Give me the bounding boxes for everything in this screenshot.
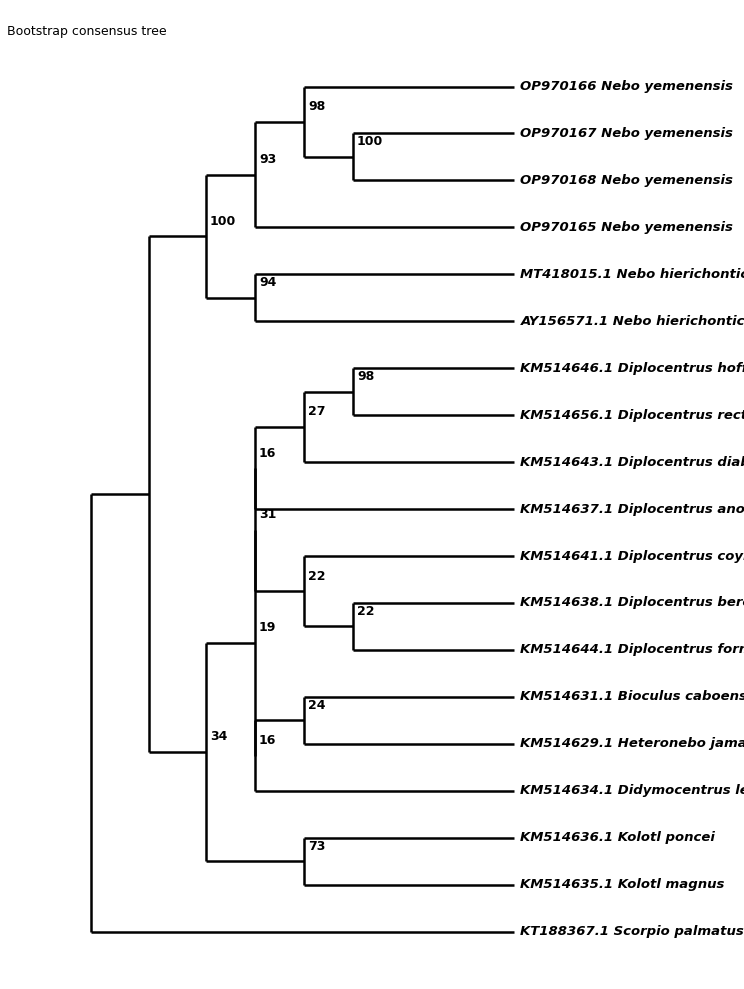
Text: KM514631.1 Bioculus caboensis: KM514631.1 Bioculus caboensis <box>521 690 744 703</box>
Text: 16: 16 <box>259 734 277 747</box>
Text: OP970165 Nebo yemenensis: OP970165 Nebo yemenensis <box>521 221 734 233</box>
Text: 100: 100 <box>210 215 237 227</box>
Text: AY156571.1 Nebo hierichonticus: AY156571.1 Nebo hierichonticus <box>521 315 744 327</box>
Text: KM514629.1 Heteronebo jamaicae: KM514629.1 Heteronebo jamaicae <box>521 738 744 751</box>
Text: KT188367.1 Scorpio palmatus: KT188367.1 Scorpio palmatus <box>521 925 744 939</box>
Text: KM514634.1 Didymocentrus lesueurii: KM514634.1 Didymocentrus lesueurii <box>521 784 744 797</box>
Text: KM514646.1 Diplocentrus hoffmanni: KM514646.1 Diplocentrus hoffmanni <box>521 362 744 375</box>
Text: Bootstrap consensus tree: Bootstrap consensus tree <box>7 25 167 38</box>
Text: 31: 31 <box>259 508 277 521</box>
Text: 98: 98 <box>308 100 325 114</box>
Text: 19: 19 <box>259 621 277 634</box>
Text: KM514641.1 Diplocentrus coylei: KM514641.1 Diplocentrus coylei <box>521 550 744 563</box>
Text: 34: 34 <box>210 731 228 744</box>
Text: 93: 93 <box>259 153 276 166</box>
Text: KM514635.1 Kolotl magnus: KM514635.1 Kolotl magnus <box>521 878 725 891</box>
Text: 24: 24 <box>308 699 326 712</box>
Text: KM514656.1 Diplocentrus rectimanus: KM514656.1 Diplocentrus rectimanus <box>521 408 744 421</box>
Text: OP970167 Nebo yemenensis: OP970167 Nebo yemenensis <box>521 127 734 140</box>
Text: KM514638.1 Diplocentrus bereai: KM514638.1 Diplocentrus bereai <box>521 596 744 609</box>
Text: MT418015.1 Nebo hierichonticus: MT418015.1 Nebo hierichonticus <box>521 268 744 281</box>
Text: KM514637.1 Diplocentrus anophthalmus: KM514637.1 Diplocentrus anophthalmus <box>521 502 744 515</box>
Text: KM514644.1 Diplocentrus formosus: KM514644.1 Diplocentrus formosus <box>521 644 744 657</box>
Text: 27: 27 <box>308 405 326 418</box>
Text: KM514636.1 Kolotl poncei: KM514636.1 Kolotl poncei <box>521 831 716 845</box>
Text: 22: 22 <box>308 570 326 583</box>
Text: 22: 22 <box>357 605 374 618</box>
Text: 100: 100 <box>357 135 383 148</box>
Text: KM514643.1 Diplocentrus diablo: KM514643.1 Diplocentrus diablo <box>521 456 744 469</box>
Text: 98: 98 <box>357 370 374 384</box>
Text: 16: 16 <box>259 447 277 460</box>
Text: OP970166 Nebo yemenensis: OP970166 Nebo yemenensis <box>521 80 734 93</box>
Text: 94: 94 <box>259 276 277 290</box>
Text: 73: 73 <box>308 840 325 853</box>
Text: OP970168 Nebo yemenensis: OP970168 Nebo yemenensis <box>521 174 734 187</box>
